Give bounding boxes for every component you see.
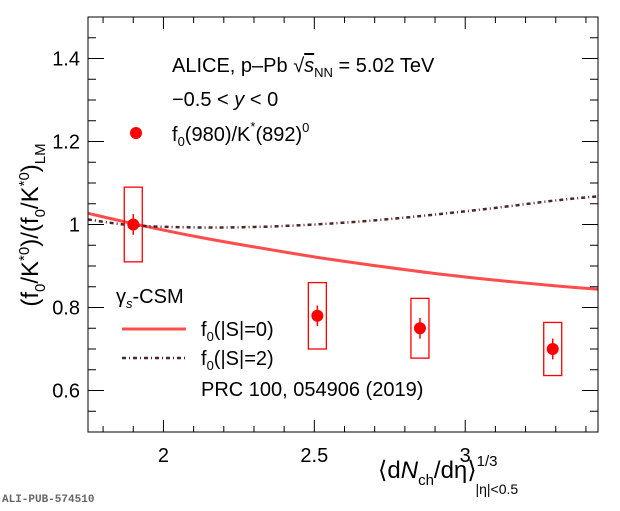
x-tick-label: 2.5 — [300, 445, 328, 467]
publication-id: ALI-PUB-574510 — [2, 494, 95, 506]
x-tick-label: 3 — [460, 445, 471, 467]
legend-label-s0: f0(|S|=0) — [201, 319, 274, 344]
data-point — [413, 322, 426, 335]
y-tick-label: 1.4 — [52, 49, 80, 71]
data-points — [123, 186, 563, 377]
data-point — [546, 343, 559, 355]
x-tick-label: 2 — [158, 445, 169, 467]
reference-label: PRC 100, 054906 (2019) — [201, 379, 423, 401]
plot-frame — [87, 16, 599, 433]
curve-s2 — [87, 195, 599, 229]
y-tick-label: 1 — [69, 215, 80, 237]
rapidity-label: −0.5 < y < 0 — [172, 89, 278, 111]
data-point — [311, 309, 324, 322]
legend-marker-data — [130, 127, 142, 139]
sys-error-box — [410, 297, 430, 359]
experiment-label: ALICE, p–Pb √sNN = 5.02 TeV — [172, 55, 435, 80]
model-title: γs-CSM — [116, 286, 184, 311]
axes — [87, 16, 599, 433]
y-tick-label: 0.6 — [52, 381, 80, 403]
sys-error-box — [543, 321, 563, 377]
legend-label-data: f0(980)/K*(892)0 — [172, 119, 309, 149]
legend-label-s2: f0(|S|=2) — [201, 348, 274, 373]
curve-s0 — [87, 211, 599, 291]
x-axis-label: ⟨dNch/dη⟩1/3 |η|<0.5 — [378, 453, 518, 497]
data-point — [127, 218, 140, 231]
y-tick-label: 0.8 — [52, 298, 80, 320]
model-curves — [87, 195, 599, 291]
tick-labels: 2 2.5 3 0.6 0.8 1 1.2 1.4 — [52, 49, 471, 468]
sys-error-box — [307, 281, 327, 350]
sys-error-box — [123, 186, 143, 263]
y-axis-label: (f0/K*0)/(f0/K*0)LM — [16, 143, 49, 306]
y-tick-label: 1.2 — [52, 132, 80, 154]
